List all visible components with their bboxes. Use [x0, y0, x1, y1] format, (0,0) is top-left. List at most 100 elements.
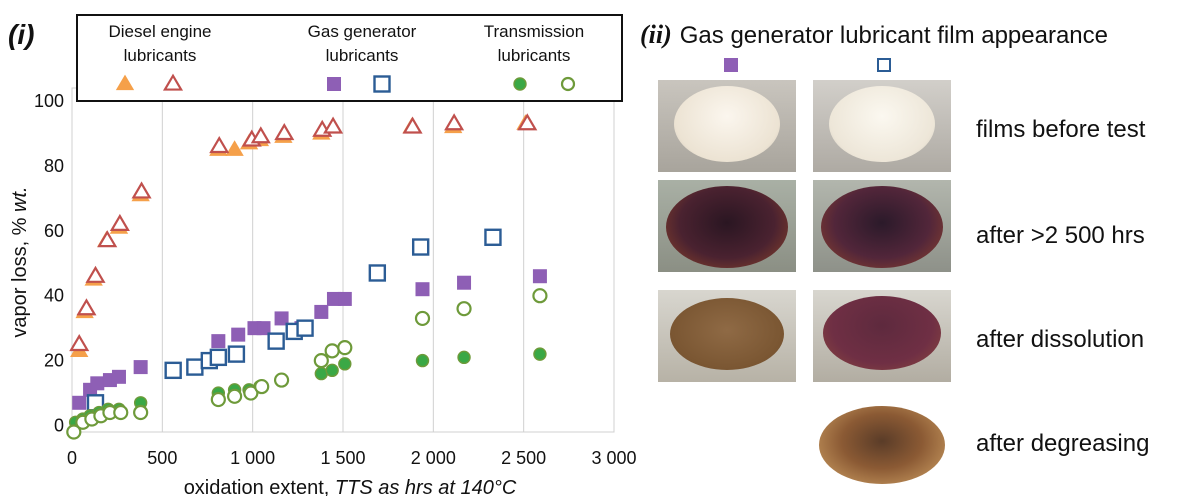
data-point-circle-filled	[314, 366, 329, 381]
chart-marks	[66, 113, 548, 440]
data-point-triangle-open	[97, 230, 118, 248]
legend-group-line1: Gas generator	[308, 22, 417, 41]
chart-grid	[71, 88, 615, 432]
data-point-circle-open	[414, 310, 431, 327]
data-point-triangle-open	[109, 213, 130, 231]
row-label-after-2500: after >2 500 hrs	[976, 222, 1145, 249]
data-point-triangle-open	[274, 123, 295, 141]
data-point-circle-filled	[457, 350, 471, 365]
data-point-square-open	[227, 345, 246, 363]
data-point-square-open	[368, 264, 387, 282]
data-point-circle-open	[66, 424, 82, 440]
y-axis-label-prefix: vapor loss, %	[9, 212, 31, 338]
x-tick-label: 2 500	[501, 448, 546, 468]
photo-after-2500-filled	[658, 180, 796, 272]
x-axis-ticks: 0 500 1 000 1 500 2 000 2 500 3 000	[67, 448, 637, 468]
y-tick-label: 20	[44, 351, 64, 371]
data-point-triangle-open	[209, 135, 230, 154]
data-point-circle-filled	[533, 347, 547, 361]
data-point-square-filled	[415, 282, 430, 297]
legend-marker-square-filled	[327, 77, 341, 91]
legend-marker-triangle-open	[162, 73, 184, 91]
data-point-circle-open	[133, 404, 149, 421]
data-point-triangle-open	[131, 181, 152, 199]
data-point-square-open	[186, 358, 204, 376]
data-point-triangle-open	[69, 333, 90, 352]
x-axis-label-prefix: oxidation extent,	[184, 477, 335, 496]
data-point-triangle-open	[250, 126, 271, 144]
y-tick-label: 0	[54, 416, 64, 436]
x-tick-label: 500	[147, 448, 177, 468]
data-point-circle-open	[456, 301, 472, 317]
data-point-square-filled	[231, 327, 246, 342]
vapor-loss-chart: 0 500 1 000 1 500 2 000 2 500 3 000 0 20 40 60 80 1…	[8, 14, 637, 496]
data-point-square-filled	[90, 376, 105, 391]
legend: Diesel engine lubricants Gas generator lubr…	[108, 22, 584, 93]
data-point-square-filled	[256, 321, 271, 336]
data-point-square-filled	[457, 275, 472, 290]
y-tick-label: 60	[44, 221, 64, 241]
x-tick-label: 3 000	[591, 448, 636, 468]
data-point-triangle-filled	[225, 140, 244, 156]
y-tick-label: 100	[34, 91, 64, 111]
panel-label-i: (i)	[8, 19, 34, 50]
x-axis-label-italic: TTS as hrs at 140°C	[335, 477, 517, 496]
legend-group-line2: lubricants	[124, 46, 197, 65]
data-point-circle-open	[210, 391, 226, 408]
data-point-triangle-open	[85, 265, 106, 283]
data-point-square-open	[267, 332, 285, 350]
photos-title-text: Gas generator lubricant film appearance	[679, 22, 1109, 49]
photo-after-dissolution-filled	[658, 290, 796, 382]
data-point-square-open	[411, 238, 430, 256]
data-point-circle-open	[313, 353, 329, 369]
data-point-circle-open	[532, 288, 548, 304]
x-tick-label: 0	[67, 448, 77, 468]
data-point-triangle-open	[76, 298, 97, 316]
legend-group-line2: lubricants	[498, 46, 571, 65]
y-axis-label-italic: wt.	[9, 186, 31, 212]
photo-before-test-filled	[658, 80, 796, 172]
row-label-before-test: films before test	[976, 116, 1146, 143]
photo-after-2500-open	[813, 180, 951, 272]
y-tick-label: 80	[44, 156, 64, 176]
data-point-circle-filled	[338, 357, 352, 371]
data-point-square-filled	[314, 304, 329, 319]
y-axis-ticks: 0 20 40 60 80 100	[34, 91, 64, 436]
data-point-circle-filled	[325, 363, 339, 378]
data-point-circle-filled	[415, 353, 430, 368]
legend-marker-triangle-filled	[115, 74, 135, 91]
data-point-circle-open	[254, 378, 270, 395]
x-tick-label: 1 500	[320, 448, 365, 468]
data-point-triangle-open	[444, 113, 465, 131]
legend-group-line1: Transmission	[484, 22, 584, 41]
data-point-square-filled	[532, 269, 547, 284]
data-point-circle-open	[337, 340, 353, 356]
legend-group-line2: lubricants	[326, 46, 399, 65]
data-point-triangle-open	[323, 116, 344, 134]
data-point-circle-open	[273, 372, 290, 388]
legend-group-line1: Diesel engine	[108, 22, 211, 41]
photo-column-marker-filled	[724, 58, 738, 72]
data-point-circle-open	[227, 388, 243, 404]
data-point-circle-open	[324, 343, 340, 359]
data-point-square-filled	[337, 291, 352, 306]
data-point-square-filled	[211, 334, 226, 349]
photo-after-dissolution-open	[813, 290, 951, 382]
data-point-triangle-open	[402, 116, 423, 134]
x-tick-label: 2 000	[411, 448, 456, 468]
photo-before-test-open	[813, 80, 951, 172]
row-label-after-degreasing: after degreasing	[976, 430, 1150, 457]
x-tick-label: 1 000	[230, 448, 275, 468]
x-axis-label: oxidation extent, TTS as hrs at 140°C	[184, 477, 517, 496]
photos-panel-title: (ii) Gas generator lubricant film appeara…	[640, 20, 1108, 50]
data-point-triangle-open	[517, 113, 538, 131]
data-point-square-open	[484, 228, 502, 246]
data-point-circle-open	[243, 385, 259, 401]
legend-marker-square-open	[373, 75, 391, 93]
photo-after-degreasing-open	[813, 398, 951, 490]
panel-label-ii: (ii)	[640, 20, 672, 49]
y-tick-label: 40	[44, 286, 64, 306]
data-point-square-open	[209, 348, 228, 367]
legend-marker-circle-filled	[513, 77, 527, 91]
y-axis-label: vapor loss, % wt.	[9, 186, 31, 337]
